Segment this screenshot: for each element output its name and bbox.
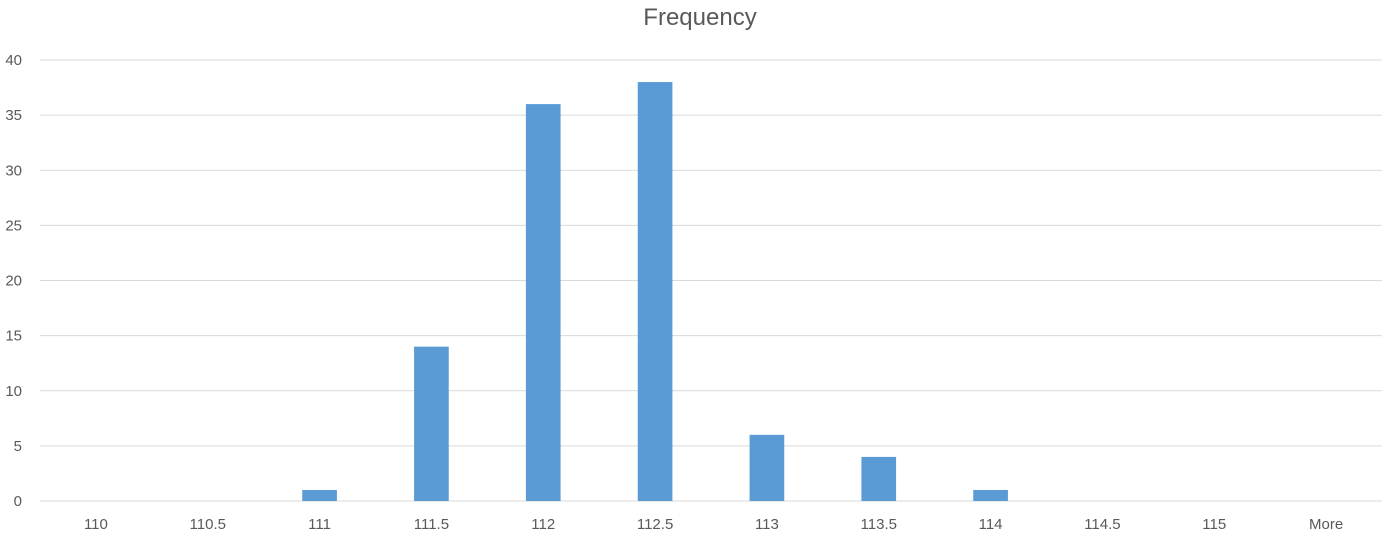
x-tick-label: 112.5 bbox=[637, 516, 673, 533]
x-tick-label: 111 bbox=[308, 516, 331, 533]
x-tick-label: 112 bbox=[531, 516, 555, 533]
x-tick-label: 110.5 bbox=[190, 516, 226, 533]
y-tick-label: 10 bbox=[5, 383, 22, 400]
x-tick-label: 110 bbox=[84, 516, 108, 533]
x-tick-label: 113.5 bbox=[861, 516, 897, 533]
bars bbox=[302, 82, 1008, 502]
chart-title: Frequency bbox=[643, 4, 757, 31]
bar bbox=[414, 346, 449, 501]
bar bbox=[525, 104, 561, 501]
y-tick-label: 20 bbox=[5, 273, 22, 290]
y-tick-label: 0 bbox=[14, 493, 22, 510]
bar bbox=[302, 489, 337, 501]
y-axis-ticks: 0 5 10 15 20 25 30 35 40 bbox=[5, 52, 22, 510]
x-tick-label: 113 bbox=[755, 516, 779, 533]
x-tick-label: 114.5 bbox=[1084, 516, 1120, 533]
y-tick-label: 30 bbox=[5, 162, 22, 179]
x-tick-label: More bbox=[1309, 516, 1343, 533]
bar bbox=[749, 434, 785, 501]
y-tick-label: 5 bbox=[14, 438, 22, 455]
y-tick-label: 15 bbox=[5, 328, 22, 345]
y-tick-label: 35 bbox=[5, 107, 22, 124]
y-tick-label: 40 bbox=[5, 52, 22, 69]
bar bbox=[861, 456, 897, 501]
bar bbox=[973, 489, 1008, 501]
x-tick-label: 111.5 bbox=[414, 516, 449, 533]
x-tick-label: 115 bbox=[1202, 516, 1226, 533]
gridlines bbox=[40, 59, 1382, 502]
bar bbox=[637, 82, 673, 502]
x-axis-ticks: 110 110.5 111 111.5 112 112.5 113 113.5 114 114.5… bbox=[84, 516, 1343, 533]
x-tick-label: 114 bbox=[979, 516, 1003, 533]
y-tick-label: 25 bbox=[5, 217, 22, 234]
